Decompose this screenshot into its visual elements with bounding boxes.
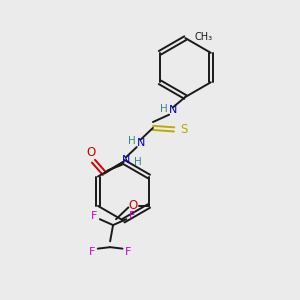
Text: F: F	[125, 247, 132, 256]
Text: N: N	[169, 105, 177, 115]
Text: N: N	[136, 138, 145, 148]
Text: F: F	[89, 247, 95, 256]
Text: N: N	[122, 155, 130, 165]
Text: CH₃: CH₃	[195, 32, 213, 42]
Text: H: H	[160, 104, 168, 114]
Text: S: S	[180, 123, 188, 136]
Text: O: O	[128, 200, 138, 212]
Text: F: F	[91, 211, 97, 221]
Text: F: F	[129, 211, 135, 221]
Text: H: H	[134, 157, 142, 167]
Text: H: H	[128, 136, 135, 146]
Text: O: O	[87, 146, 96, 159]
